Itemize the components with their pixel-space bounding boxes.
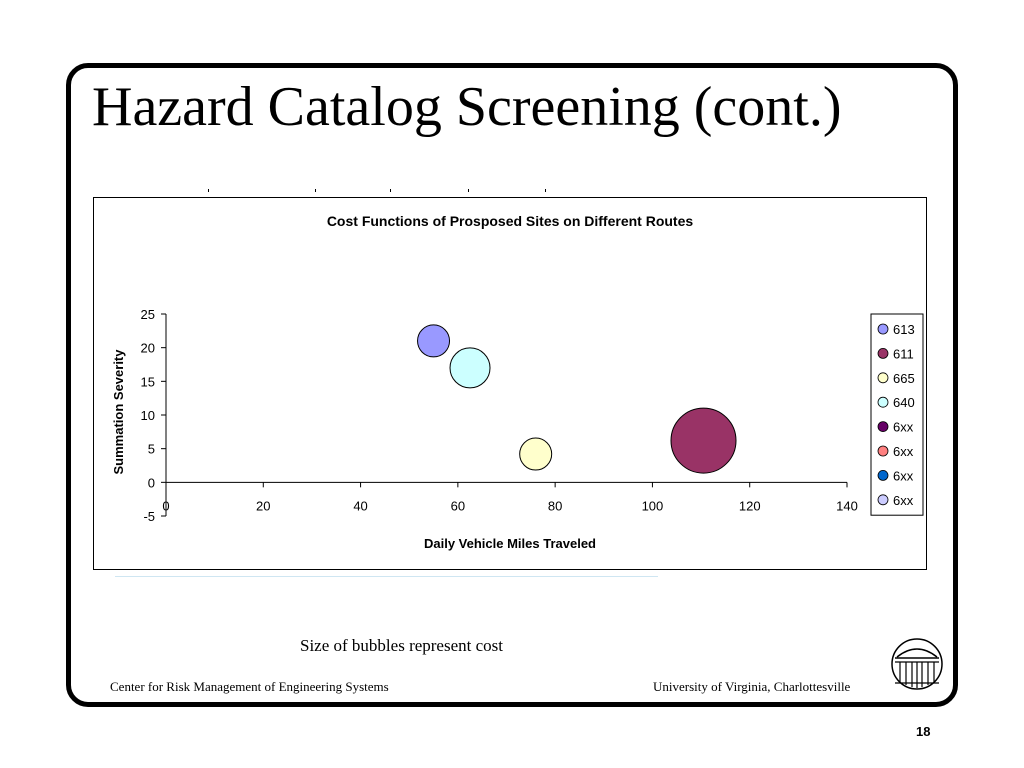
legend-label: 6xx [893,493,914,508]
legend-marker-6xx [877,469,889,481]
university-rotunda-logo-icon [891,638,943,690]
legend-label: 6xx [893,444,914,459]
y-axis-label: Summation Severity [111,349,126,475]
x-tick-label: 0 [162,498,169,513]
legend-box [870,313,924,516]
y-tick-label: -5 [143,509,155,524]
bubble-613 [417,324,451,358]
legend-marker-6xx [877,494,889,506]
legend-marker-613 [877,323,889,335]
legend-label: 6xx [893,468,914,483]
x-tick-label: 40 [353,498,367,513]
y-tick-label: 0 [148,475,155,490]
x-tick-label: 140 [836,498,858,513]
footer-university: University of Virginia, Charlottesville [653,679,851,694]
y-tick-label: 25 [141,307,155,322]
y-tick-label: 5 [148,442,155,457]
chart-caption: Size of bubbles represent cost [300,636,503,655]
legend-label: 613 [893,322,915,337]
legend-marker-665 [877,372,889,384]
x-axis-label: Daily Vehicle Miles Traveled [424,536,596,551]
chart-area [93,197,927,570]
bubble-chart: Cost Functions of Prosposed Sites on Dif… [111,213,924,551]
slide-title: Hazard Catalog Screening (cont.) [92,76,842,138]
decorative-tick [315,189,316,192]
decorative-tick [390,189,391,192]
legend-label: 640 [893,395,915,410]
x-tick-label: 80 [548,498,562,513]
decorative-tick [545,189,546,192]
bubble-611 [670,407,737,474]
divider-line [115,576,658,577]
y-tick-label: 10 [141,408,155,423]
x-tick-label: 100 [642,498,664,513]
decorative-tick [468,189,469,192]
page-number: 18 [916,724,931,739]
legend-label: 665 [893,371,915,386]
bubble-665 [519,437,553,471]
slide-frame [66,63,958,707]
y-tick-label: 20 [141,341,155,356]
x-tick-label: 20 [256,498,270,513]
footer-organization: Center for Risk Management of Engineerin… [110,679,389,694]
legend-marker-6xx [877,445,889,457]
y-tick-label: 15 [141,374,155,389]
legend-label: 6xx [893,420,914,435]
decorative-tick [208,189,209,192]
legend-label: 611 [893,346,914,361]
legend-marker-640 [877,396,889,408]
legend-marker-6xx [877,421,889,433]
legend-marker-611 [877,347,889,359]
x-tick-label: 120 [739,498,761,513]
chart-title: Cost Functions of Prosposed Sites on Dif… [327,213,694,229]
x-tick-label: 60 [451,498,465,513]
bubble-640 [449,347,491,389]
